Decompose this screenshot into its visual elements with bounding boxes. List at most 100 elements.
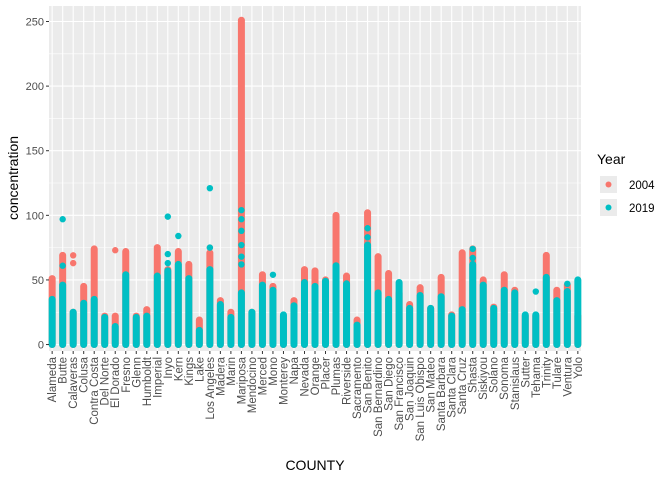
data-point bbox=[69, 259, 77, 267]
data-point bbox=[206, 249, 214, 256]
data-point bbox=[290, 302, 298, 309]
x-tick-label: Sutter bbox=[520, 357, 532, 388]
data-point bbox=[238, 261, 245, 268]
data-point bbox=[343, 272, 350, 280]
x-tick-label: Mariposa bbox=[236, 356, 248, 404]
data-point bbox=[238, 241, 245, 249]
data-point bbox=[458, 306, 466, 313]
x-tick-label: Marin bbox=[226, 357, 238, 386]
data-point bbox=[69, 252, 77, 259]
data-point bbox=[332, 212, 340, 219]
x-tick-label: Calaveras bbox=[68, 357, 80, 409]
data-point bbox=[112, 323, 119, 330]
y-tick-label: 100 bbox=[26, 210, 44, 222]
x-tick-label: El Dorado bbox=[110, 357, 122, 408]
data-point bbox=[238, 206, 245, 214]
x-tick-label: Shasta bbox=[468, 356, 480, 392]
data-point bbox=[238, 150, 245, 157]
data-point bbox=[364, 258, 371, 266]
y-axis-title: concentration bbox=[5, 136, 21, 220]
x-tick-label: Mono bbox=[268, 357, 280, 386]
x-tick-label: Imperial bbox=[152, 357, 164, 398]
x-tick-label: Napa bbox=[289, 356, 301, 384]
data-point bbox=[395, 279, 403, 286]
data-point bbox=[48, 275, 56, 282]
data-point bbox=[143, 312, 150, 320]
x-tick-label: San Mateo bbox=[426, 357, 438, 413]
data-point bbox=[322, 278, 329, 285]
data-point bbox=[343, 280, 350, 288]
y-tick-label: 200 bbox=[26, 81, 44, 93]
data-point bbox=[248, 309, 256, 316]
data-point bbox=[227, 314, 235, 321]
x-tick-label: Santa Barbara bbox=[436, 356, 448, 431]
data-point bbox=[59, 216, 66, 223]
data-point bbox=[385, 296, 392, 303]
y-tick-label: 150 bbox=[26, 146, 44, 158]
x-tick-label: Orange bbox=[310, 357, 322, 395]
legend-symbol-2019 bbox=[605, 204, 612, 211]
data-point bbox=[69, 309, 77, 316]
data-point bbox=[311, 267, 319, 275]
x-tick-label: Santa Clara bbox=[447, 356, 459, 417]
data-point bbox=[332, 262, 340, 269]
data-point bbox=[238, 216, 245, 223]
x-tick-label: Butte bbox=[58, 357, 70, 384]
data-point bbox=[311, 283, 319, 290]
x-tick-label: Glenn bbox=[131, 357, 143, 388]
data-point bbox=[416, 284, 424, 291]
data-point bbox=[122, 248, 129, 255]
data-point bbox=[469, 274, 476, 281]
data-point bbox=[154, 244, 161, 251]
data-point bbox=[353, 321, 361, 329]
data-point bbox=[490, 305, 497, 312]
data-point bbox=[406, 305, 413, 312]
data-point bbox=[185, 261, 193, 268]
x-tick-label: Plumas bbox=[331, 357, 343, 396]
data-point bbox=[364, 217, 371, 224]
data-point bbox=[522, 311, 529, 319]
x-tick-label: Colusa bbox=[79, 356, 91, 392]
data-point bbox=[269, 271, 277, 278]
x-tick-label: Trinity bbox=[541, 357, 553, 388]
x-tick-label: Del Norte bbox=[100, 357, 112, 406]
data-point bbox=[59, 262, 66, 269]
legend: Year 2004 2019 bbox=[597, 151, 655, 216]
x-tick-label: Tulare bbox=[552, 357, 564, 389]
data-point bbox=[501, 271, 508, 278]
x-tick-label: San Joaquin bbox=[405, 357, 417, 421]
data-point bbox=[480, 281, 487, 289]
x-tick-label: Kings bbox=[184, 357, 196, 386]
x-tick-label: Ventura bbox=[562, 356, 574, 396]
data-point bbox=[574, 276, 582, 284]
data-point bbox=[112, 247, 119, 254]
data-point bbox=[175, 261, 182, 268]
data-point bbox=[364, 241, 371, 249]
data-point bbox=[238, 172, 245, 179]
x-tick-label: Riverside bbox=[342, 357, 354, 405]
y-tick-label: 0 bbox=[38, 340, 44, 352]
data-point bbox=[269, 287, 277, 294]
data-point bbox=[48, 296, 56, 303]
data-point bbox=[164, 213, 172, 220]
data-point bbox=[332, 218, 340, 225]
data-point bbox=[543, 274, 550, 281]
x-tick-label: Lake bbox=[194, 357, 206, 382]
x-tick-label: San Luis Obispo bbox=[415, 357, 427, 441]
data-point bbox=[437, 274, 445, 281]
x-tick-label: Sacramento bbox=[352, 357, 364, 419]
y-tick-label: 50 bbox=[32, 275, 44, 287]
data-point bbox=[480, 276, 487, 284]
data-point bbox=[133, 314, 140, 321]
data-point bbox=[112, 312, 119, 320]
x-tick-label: Yolo bbox=[573, 357, 585, 379]
data-point bbox=[511, 289, 518, 297]
data-point bbox=[385, 270, 392, 277]
x-tick-label: San Bernardino bbox=[373, 357, 385, 437]
x-tick-label: Inyo bbox=[163, 357, 175, 379]
data-point bbox=[469, 254, 476, 262]
data-point bbox=[154, 272, 161, 280]
x-tick-label: Tehama bbox=[531, 356, 543, 398]
data-point bbox=[532, 311, 539, 319]
